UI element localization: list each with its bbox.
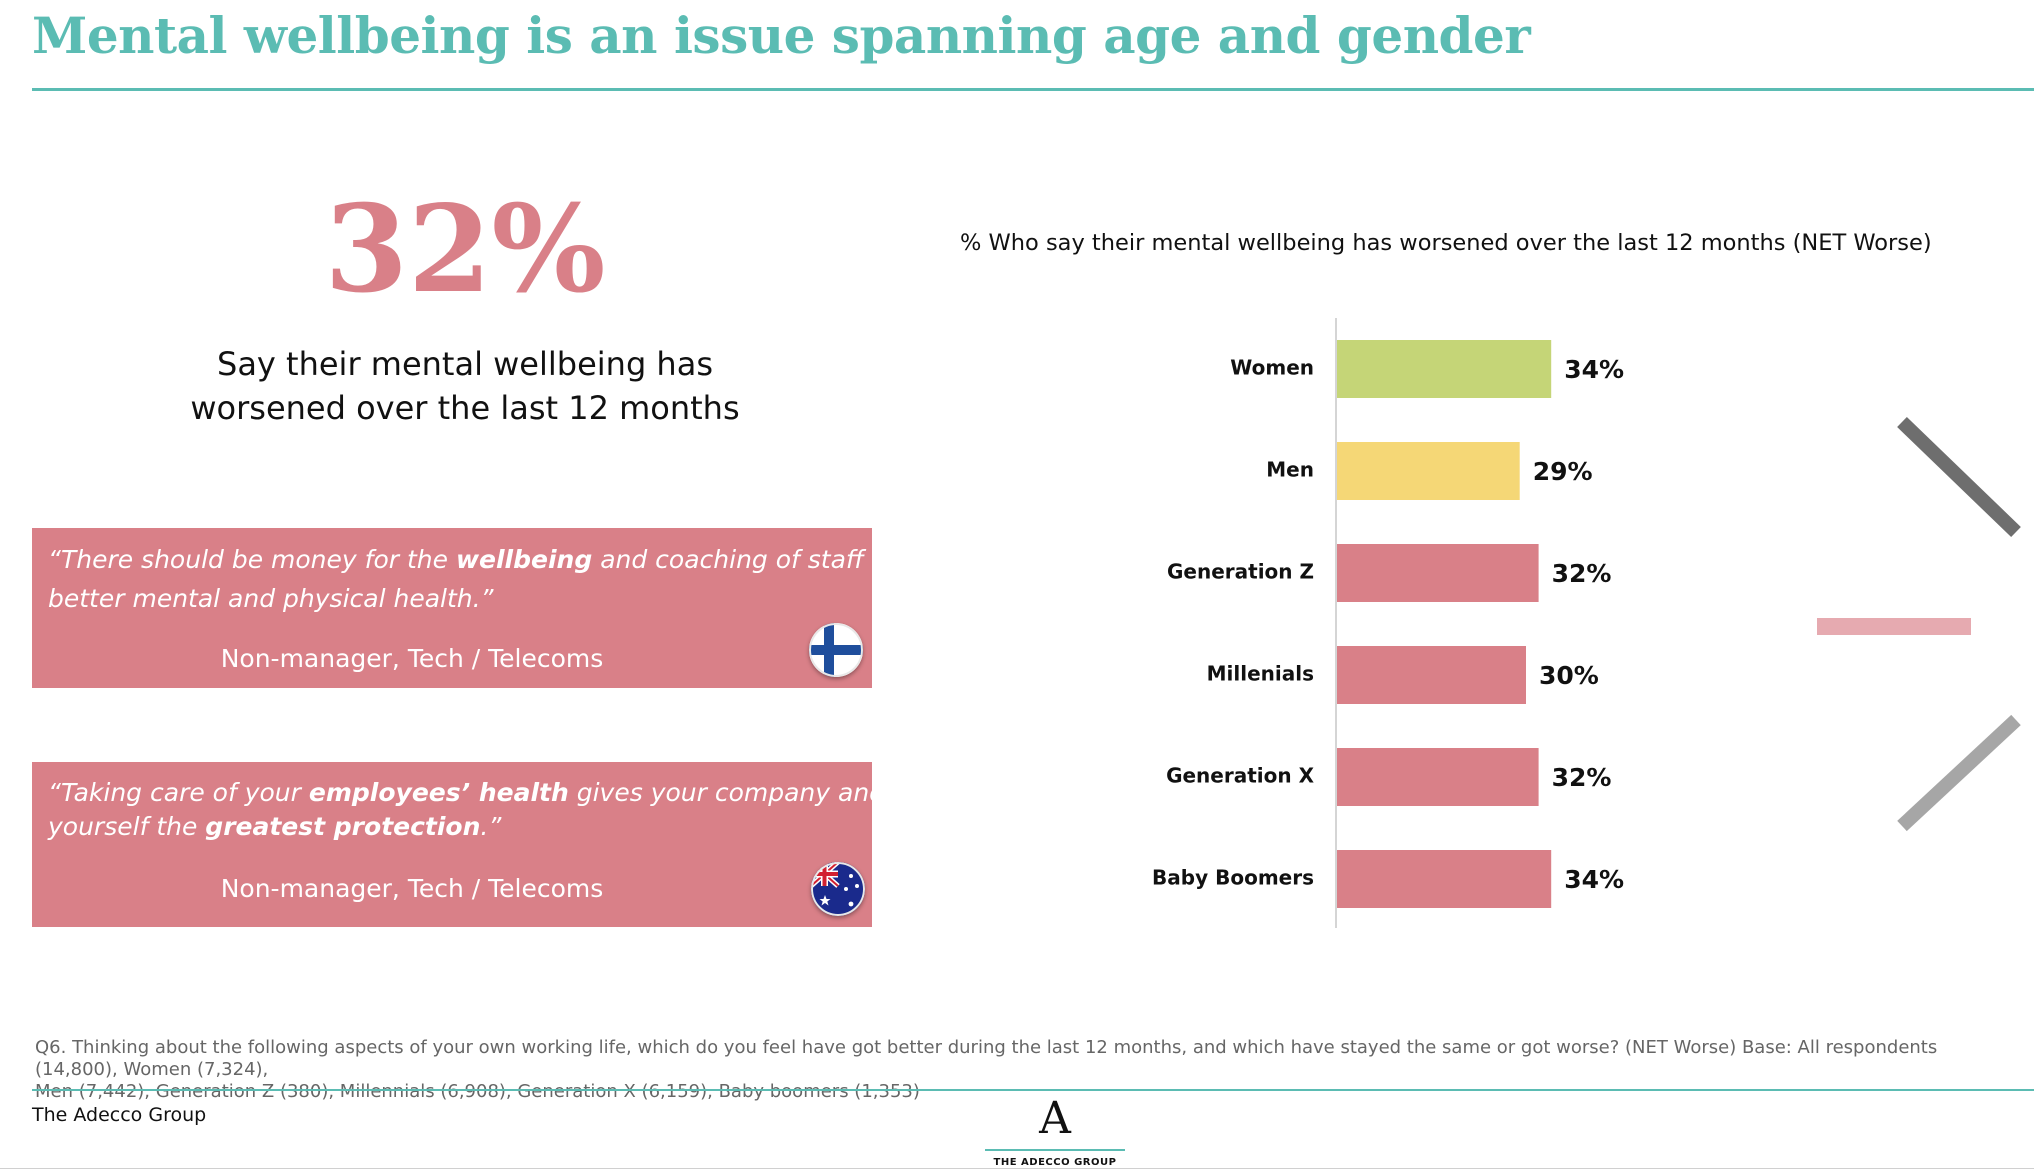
quote-card-1: “There should be money for the wellbeing…	[32, 528, 972, 688]
data-label: 29%	[1533, 457, 1593, 486]
category-label: Generation Z	[1167, 560, 1314, 584]
logo-text: THE ADECCO GROUP	[993, 1157, 1117, 1168]
footer-brand: The Adecco Group	[32, 1104, 207, 1126]
headline-stat-caption: Say their mental wellbeing has worsened …	[140, 342, 790, 430]
headline-stat-value: 32%	[324, 179, 606, 320]
category-label: Men	[1266, 458, 1314, 482]
quote-2-line2-post: .”	[480, 812, 502, 841]
data-label: 34%	[1564, 865, 1624, 894]
adecco-logo-icon: A	[1039, 1093, 1071, 1144]
bar	[1337, 340, 1552, 398]
decorative-shapes	[1817, 416, 2021, 832]
decorative-dark-slash	[1897, 416, 2021, 538]
data-label: 32%	[1552, 763, 1612, 792]
headline-caption-line-2: worsened over the last 12 months	[190, 389, 740, 427]
quote-text-1: “There should be money for the wellbeing…	[48, 540, 972, 618]
page-title: Mental wellbeing is an issue spanning ag…	[32, 6, 1531, 65]
quote-2-attribution: Non-manager, Tech / Telecoms	[220, 874, 604, 903]
quote-2-line1-pre: “Taking care of your	[48, 778, 309, 807]
data-label: 30%	[1539, 661, 1599, 690]
bar	[1337, 646, 1526, 704]
quote-1-line2: better mental and physical health.”	[48, 584, 494, 613]
footnote: Q6. Thinking about the following aspects…	[35, 1037, 2025, 1103]
title-divider	[32, 88, 2034, 91]
bar	[1337, 544, 1539, 602]
bar	[1337, 850, 1552, 908]
finland-flag-icon	[809, 623, 863, 677]
australia-flag-icon	[811, 862, 865, 916]
category-label: Women	[1230, 356, 1314, 380]
data-label: 32%	[1552, 559, 1612, 588]
headline-caption-line-1: Say their mental wellbeing has	[217, 345, 713, 383]
bar	[1337, 442, 1520, 500]
quote-1-line1-bold: wellbeing	[455, 545, 593, 574]
decorative-grey-slash	[1897, 714, 2021, 832]
category-label: Millenials	[1207, 662, 1314, 686]
quote-2-line2-pre: yourself the	[48, 812, 206, 841]
data-label: 34%	[1564, 355, 1624, 384]
bar-chart: Women 34% Men 29% Generation Z 32% Millenials 3…	[1152, 318, 1624, 928]
quote-1-attribution: Non-manager, Tech / Telecoms	[220, 644, 604, 673]
bar	[1337, 748, 1539, 806]
quote-2-line2-bold: greatest protection	[205, 812, 481, 841]
category-label: Baby Boomers	[1152, 866, 1314, 890]
quote-text-2: “Taking care of your employees’ health g…	[48, 776, 885, 844]
quote-1-line1-pre: “There should be money for the	[48, 545, 456, 574]
footer-divider	[32, 1089, 2034, 1091]
quote-2-line1-bold: employees’ health	[308, 778, 569, 807]
chart-title: % Who say their mental wellbeing has wor…	[960, 230, 1932, 256]
decorative-pink-bar	[1817, 618, 1971, 635]
bottom-border	[0, 1168, 2034, 1169]
quote-2-line1-post: gives your company and	[568, 778, 886, 807]
footnote-line-1: Q6. Thinking about the following aspects…	[35, 1037, 1938, 1080]
logo-underline	[985, 1149, 1125, 1151]
footnote-line-2: Men (7,442), Generation Z (380), Millenn…	[35, 1081, 920, 1102]
category-label: Generation X	[1166, 764, 1315, 788]
quote-card-2: “Taking care of your employees’ health g…	[32, 762, 885, 927]
quote-1-line1-post: and coaching of staff towards	[592, 545, 972, 574]
